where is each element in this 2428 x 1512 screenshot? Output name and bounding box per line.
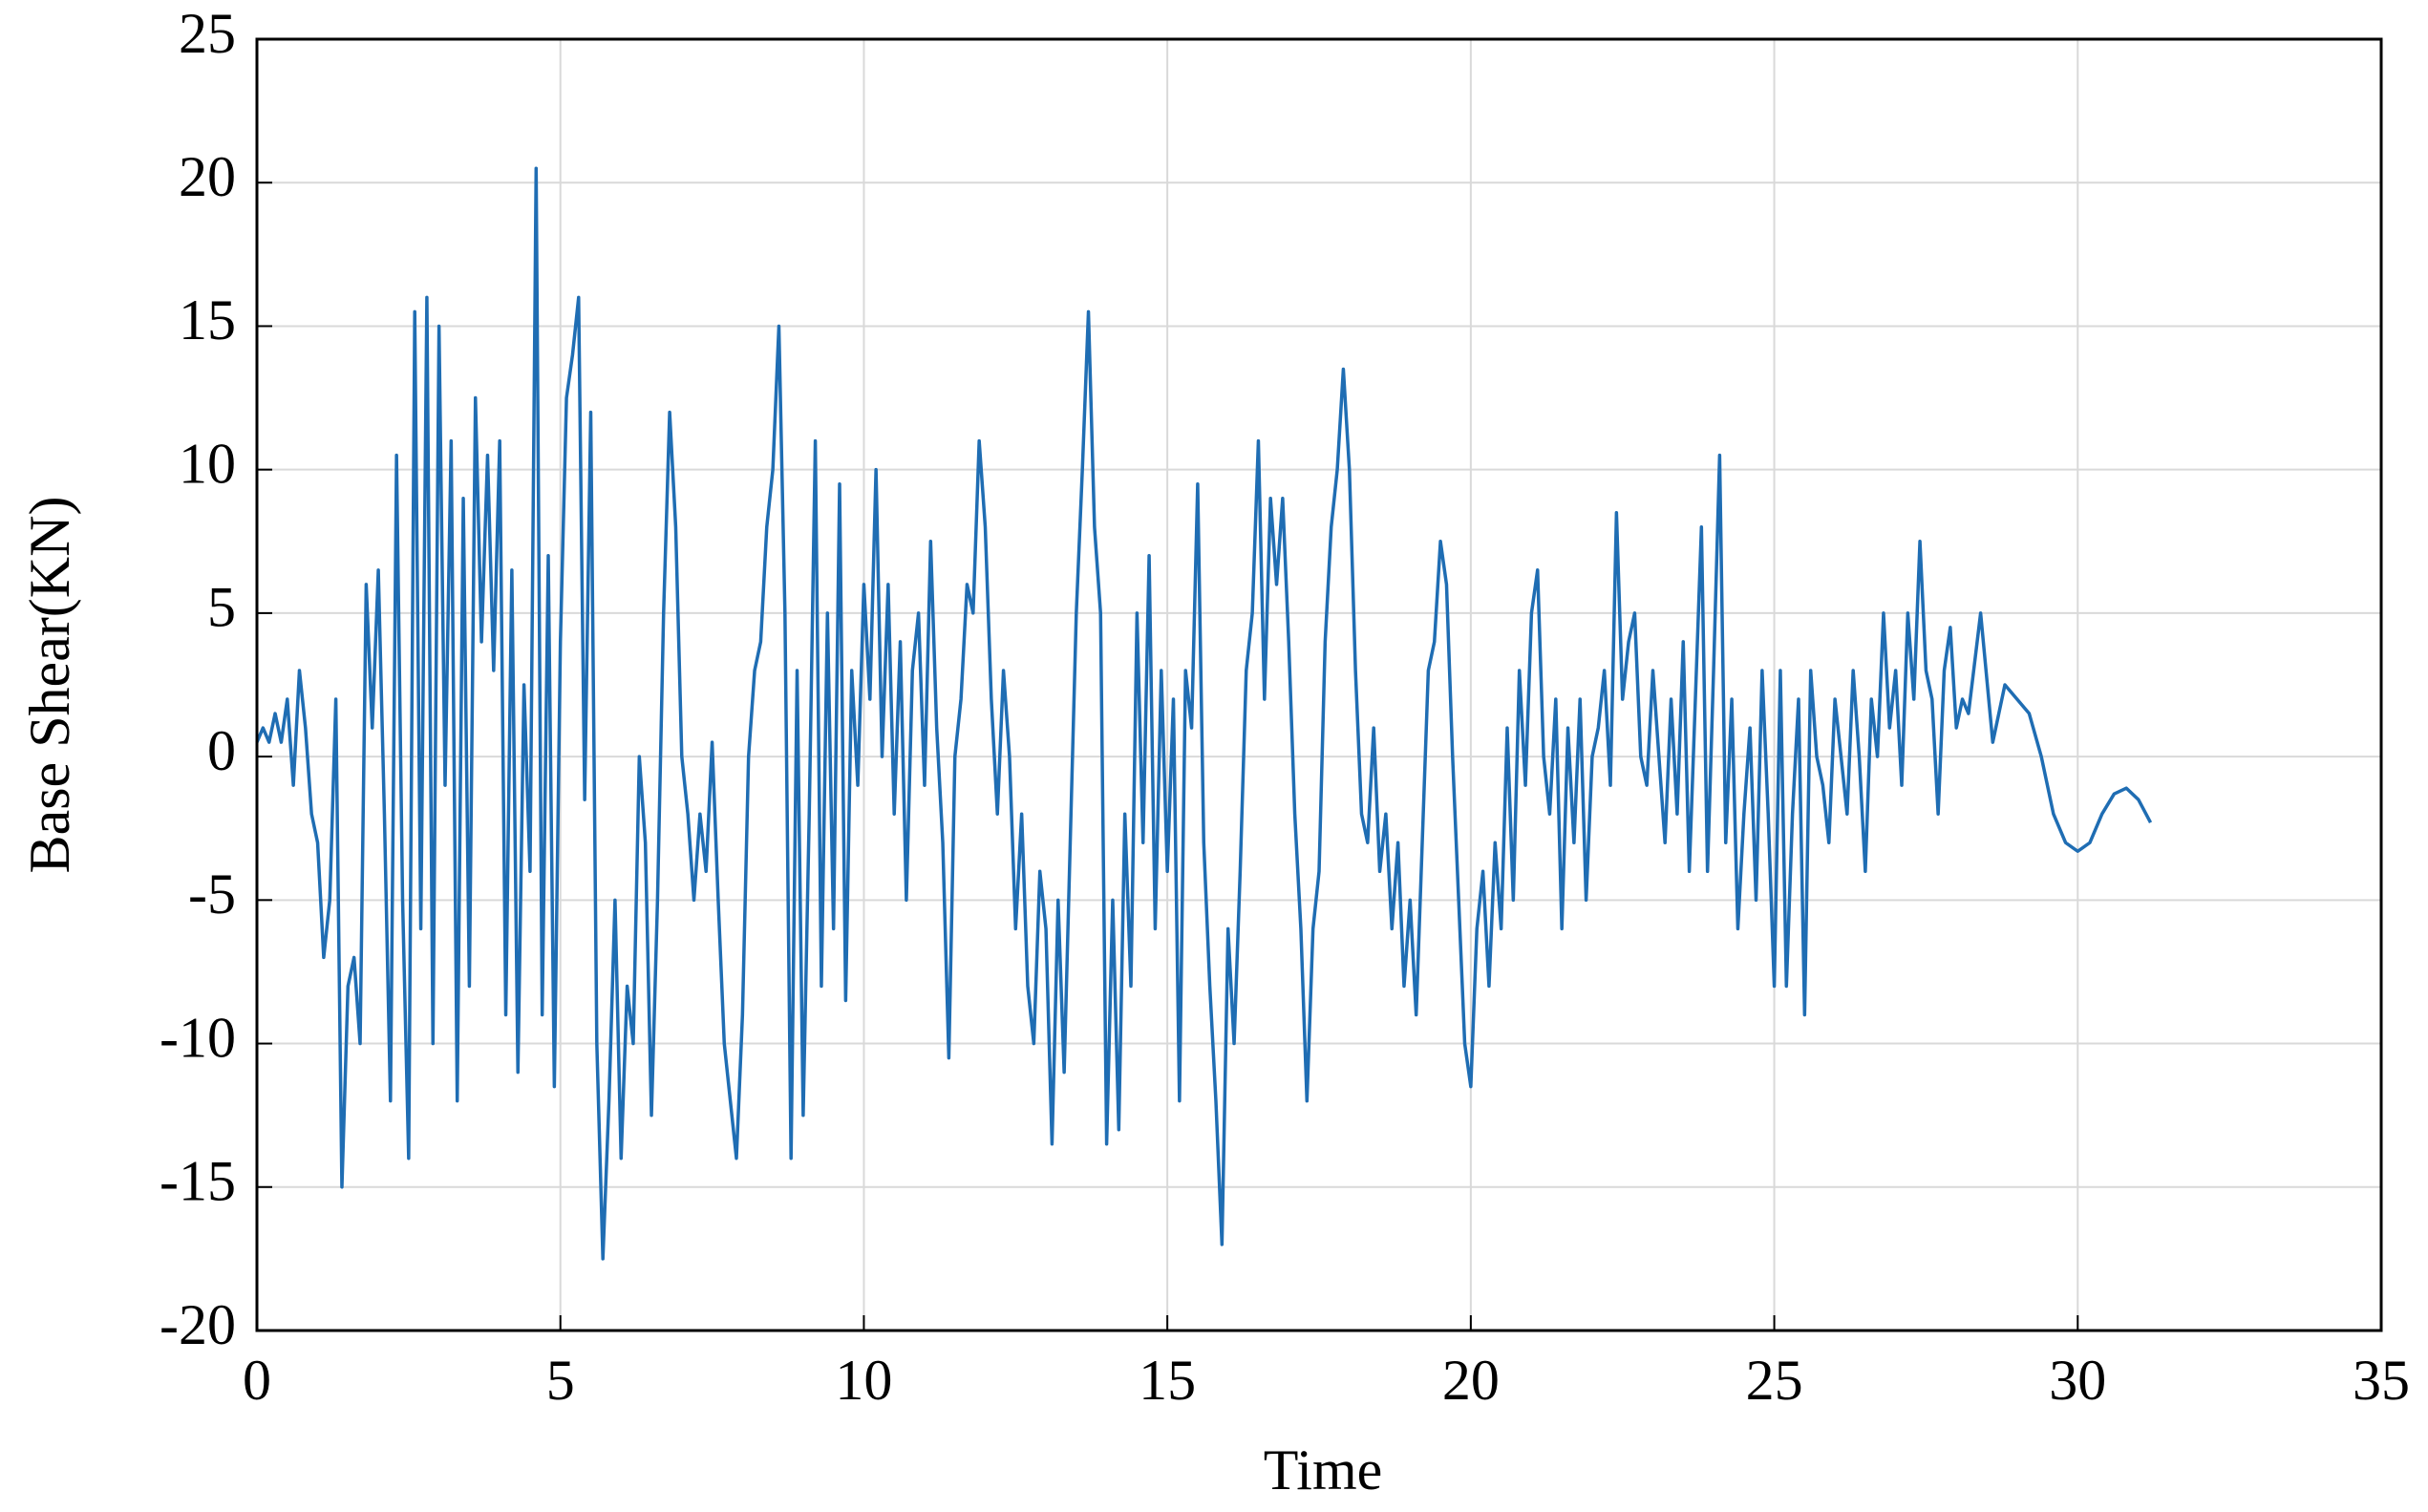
y-tick-label: 10 xyxy=(179,432,236,495)
x-tick-label: 20 xyxy=(1442,1349,1500,1412)
plot-frame xyxy=(255,37,2383,1332)
x-tick-label: 30 xyxy=(2049,1349,2106,1412)
y-axis-label: Base Shear(KN) xyxy=(18,497,81,874)
y-tick-label: 15 xyxy=(179,288,236,351)
y-tick-label: -15 xyxy=(160,1150,236,1213)
y-tick-label: -10 xyxy=(160,1006,236,1069)
y-tick-label: -5 xyxy=(188,862,236,926)
y-tick-label: 25 xyxy=(179,2,236,65)
y-tick-label: 5 xyxy=(207,576,236,639)
data-line xyxy=(255,166,2153,1261)
x-tick-label: 25 xyxy=(1746,1349,1803,1412)
x-tick-label: 10 xyxy=(835,1349,892,1412)
x-tick-label: 35 xyxy=(2353,1349,2410,1412)
y-tick-label: 20 xyxy=(179,145,236,208)
x-tick-label: 0 xyxy=(243,1349,271,1412)
x-tick-label: 15 xyxy=(1139,1349,1196,1412)
x-axis-label: Time xyxy=(1264,1438,1383,1501)
x-tick-label: 5 xyxy=(546,1349,575,1412)
y-tick-label: -20 xyxy=(160,1293,236,1356)
y-tick-label: 0 xyxy=(207,719,236,782)
